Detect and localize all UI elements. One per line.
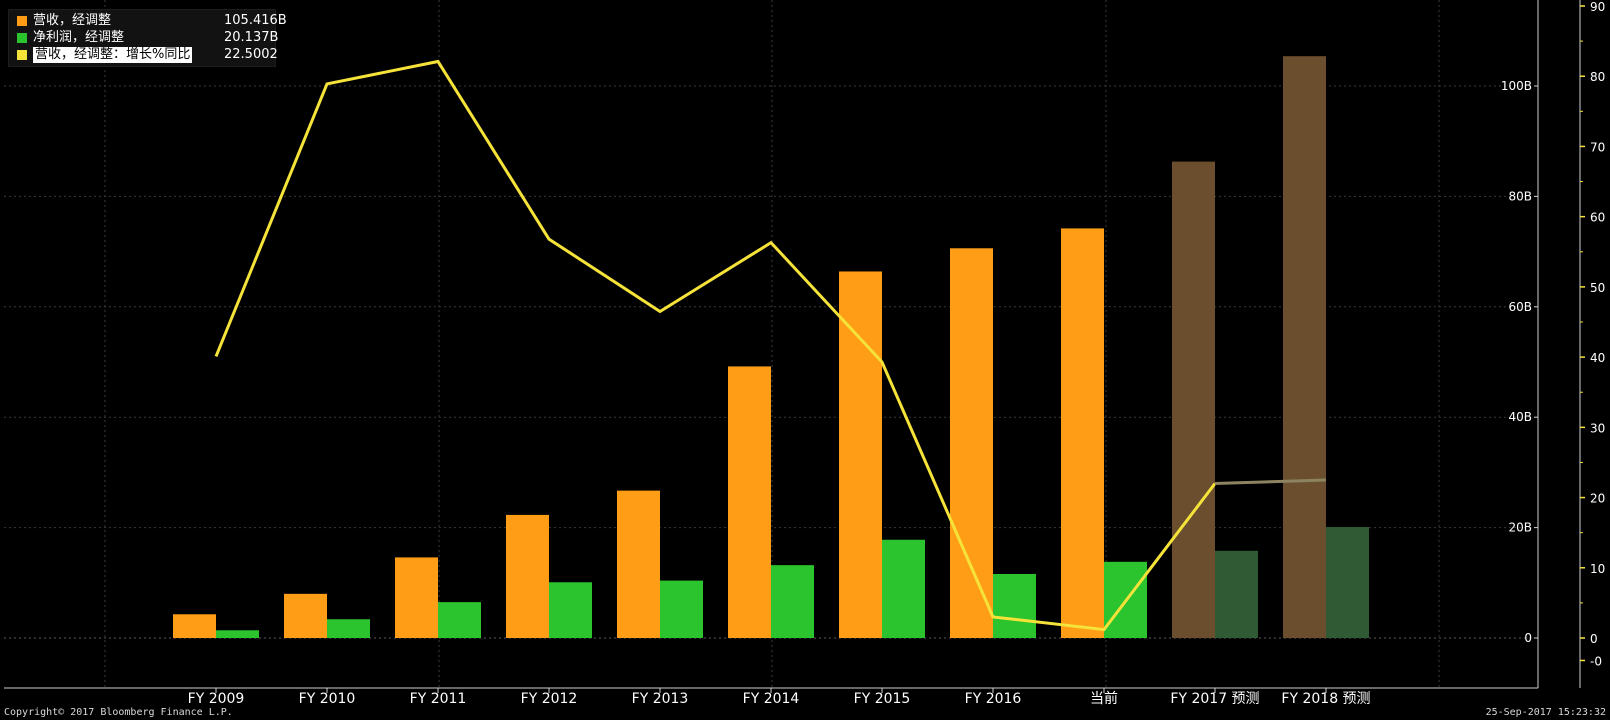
outer-tick-label-7: 60 <box>1590 211 1605 225</box>
legend-value-revenue: 105.416B <box>224 13 287 28</box>
inner-tick-label-0: 0 <box>1524 631 1532 645</box>
legend-label-revenue: 营收，经调整 <box>33 13 112 28</box>
x-tick-label-5: FY 2014 <box>743 691 800 707</box>
x-tick-label-10: FY 2018 预测 <box>1281 691 1370 707</box>
x-tick-label-9: FY 2017 预测 <box>1170 691 1259 707</box>
outer-tick-label-6: 50 <box>1590 281 1605 295</box>
legend-label-growth: 营收，经调整：增长%同比 <box>33 47 193 63</box>
x-tick-label-4: FY 2013 <box>632 691 689 707</box>
bar-net-income-10 <box>1326 527 1369 638</box>
legend: 营收，经调整 105.416B 净利润，经调整 20.137B 营收，经调整：增… <box>8 9 287 67</box>
outer-tick-label-10: 90 <box>1590 0 1605 14</box>
bar-revenue-0 <box>173 614 216 638</box>
bar-net-income-2 <box>438 602 481 638</box>
x-tick-label-2: FY 2011 <box>410 691 467 707</box>
outer-tick-label-4: 30 <box>1590 421 1605 435</box>
inner-tick-label-1: 20B <box>1508 521 1532 535</box>
x-tick-label-1: FY 2010 <box>299 691 356 707</box>
legend-label-net-income: 净利润，经调整 <box>33 30 125 45</box>
line-growth-forecast <box>1214 478 1327 486</box>
outer-tick-label-3: 20 <box>1590 492 1605 506</box>
x-tick-label-6: FY 2015 <box>854 691 911 707</box>
legend-swatch-revenue <box>17 16 27 26</box>
bar-revenue-7 <box>950 248 993 638</box>
bar-revenue-4 <box>617 490 660 638</box>
legend-swatch-growth <box>17 50 27 60</box>
inner-tick-label-4: 80B <box>1508 189 1532 203</box>
legend-value-growth: 22.5002 <box>224 47 278 62</box>
bar-revenue-2 <box>395 557 438 638</box>
outer-tick-label-8: 70 <box>1590 140 1605 154</box>
bar-net-income-4 <box>660 580 703 638</box>
outer-tick-label-9: 80 <box>1590 70 1605 84</box>
bar-revenue-1 <box>284 593 327 638</box>
legend-swatch-net-income <box>17 33 27 43</box>
bar-revenue-6 <box>839 271 882 638</box>
x-tick-label-3: FY 2012 <box>521 691 578 707</box>
inner-tick-label-2: 40B <box>1508 410 1532 424</box>
inner-tick-label-5: 100B <box>1501 79 1532 93</box>
bar-net-income-0 <box>216 630 259 638</box>
bar-revenue-3 <box>506 514 549 638</box>
bar-revenue-10 <box>1283 56 1326 638</box>
bar-revenue-8 <box>1061 228 1104 638</box>
bar-net-income-6 <box>882 539 925 638</box>
outer-tick-label-5: 40 <box>1590 351 1605 365</box>
bar-revenue-5 <box>728 366 771 638</box>
legend-value-net-income: 20.137B <box>224 30 279 45</box>
bar-revenue-9 <box>1172 161 1215 638</box>
line-growth <box>214 59 1217 632</box>
x-tick-label-7: FY 2016 <box>965 691 1022 707</box>
bar-net-income-7 <box>993 573 1036 638</box>
bar-net-income-9 <box>1215 550 1258 638</box>
outer-tick-label-2: 10 <box>1590 562 1605 576</box>
x-tick-label-0: FY 2009 <box>188 691 245 707</box>
legend-item-revenue[interactable]: 营收，经调整 105.416B <box>17 13 287 29</box>
bar-net-income-1 <box>327 619 370 638</box>
x-tick-label-8: 当前 <box>1090 690 1118 707</box>
inner-tick-label-3: 60B <box>1508 300 1532 314</box>
timestamp-text: 25-Sep-2017 15:23:32 <box>1485 707 1606 718</box>
legend-item-growth[interactable]: 营收，经调整：增长%同比 22.5002 <box>17 47 278 63</box>
outer-tick-label-1: 0 <box>1590 632 1598 646</box>
outer-tick-label-0: -0 <box>1590 654 1602 668</box>
copyright-text: Copyright© 2017 Bloomberg Finance L.P. <box>4 707 233 718</box>
bar-net-income-3 <box>549 582 592 638</box>
legend-item-net-income[interactable]: 净利润，经调整 20.137B <box>17 30 278 46</box>
bar-net-income-5 <box>771 565 814 638</box>
